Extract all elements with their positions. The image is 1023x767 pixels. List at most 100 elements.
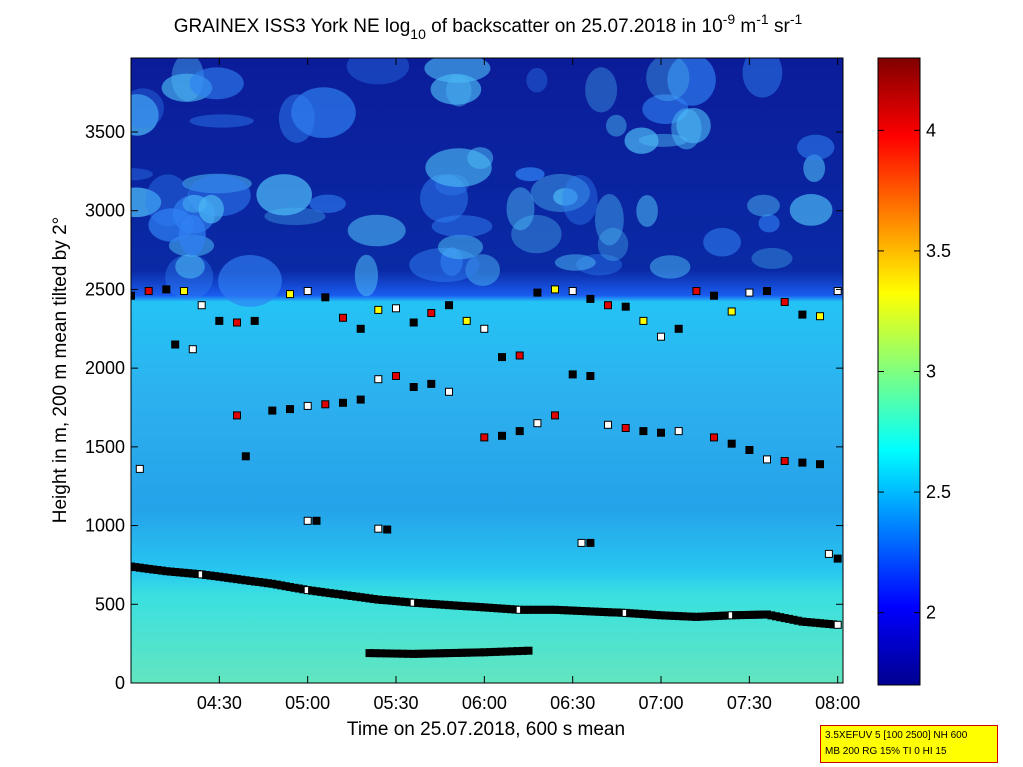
data-point bbox=[586, 538, 595, 547]
data-point bbox=[233, 318, 241, 327]
colorbar-tick-label: 2 bbox=[926, 603, 936, 623]
cloud-patch bbox=[667, 58, 716, 106]
data-point bbox=[524, 646, 533, 655]
colorbar-ticks: 2 2.5 3 3.5 4 bbox=[878, 120, 951, 623]
cloud-patch bbox=[198, 194, 224, 224]
cloud-patch bbox=[747, 194, 780, 217]
data-point bbox=[480, 324, 489, 333]
data-point bbox=[621, 424, 630, 432]
y-tick-label: 1500 bbox=[85, 437, 125, 457]
cloud-patch bbox=[175, 254, 205, 279]
data-point bbox=[604, 301, 612, 310]
cloud-patch bbox=[758, 214, 780, 233]
settings-box: 3.5XEFUV 5 [100 2500] NH 600 MB 200 RG 1… bbox=[820, 725, 998, 763]
cloud-patch bbox=[636, 195, 658, 227]
data-point bbox=[816, 460, 824, 469]
colorbar-tick-label: 3.5 bbox=[926, 241, 951, 261]
y-tick-label: 2000 bbox=[85, 358, 125, 378]
cloud-patch bbox=[606, 114, 627, 137]
data-point bbox=[657, 428, 665, 437]
cloud-patch bbox=[309, 194, 346, 213]
cloud-patch bbox=[347, 214, 406, 247]
cloud-patch bbox=[553, 188, 578, 206]
colorbar-tick-label: 2.5 bbox=[926, 482, 951, 502]
data-point bbox=[745, 288, 754, 297]
data-point bbox=[727, 307, 736, 316]
series-low-layer bbox=[365, 646, 533, 658]
y-tick-label: 0 bbox=[115, 673, 125, 693]
data-point bbox=[727, 439, 736, 448]
series-mid-layer bbox=[171, 340, 824, 469]
data-point bbox=[780, 457, 789, 465]
cloud-patch bbox=[189, 114, 254, 128]
data-point bbox=[621, 302, 630, 311]
data-point bbox=[268, 406, 277, 415]
upper-cloud-patches bbox=[131, 58, 835, 307]
cloud-patch bbox=[189, 67, 244, 100]
data-point bbox=[710, 291, 718, 300]
cloud-patch bbox=[742, 58, 783, 98]
cloud-patch bbox=[256, 174, 313, 216]
cloud-patch bbox=[803, 154, 826, 182]
cloud-patch bbox=[264, 207, 326, 225]
cloud-patch bbox=[597, 227, 629, 261]
x-tick-label: 07:00 bbox=[639, 693, 684, 713]
data-point bbox=[763, 287, 771, 295]
data-point bbox=[515, 427, 524, 436]
data-point bbox=[131, 291, 135, 300]
cloud-patch bbox=[131, 168, 153, 181]
cloud-patch bbox=[446, 74, 472, 107]
data-point bbox=[551, 411, 559, 420]
series-scattered-low bbox=[135, 452, 842, 563]
colorbar-tick-label: 4 bbox=[926, 120, 936, 140]
data-point bbox=[692, 287, 701, 295]
cloud-patch bbox=[354, 254, 378, 297]
x-tick-label: 06:00 bbox=[462, 693, 507, 713]
y-tick-label: 500 bbox=[95, 594, 125, 614]
data-point bbox=[833, 620, 842, 629]
data-point bbox=[303, 401, 312, 410]
data-point bbox=[303, 287, 312, 295]
series-boundary-layer-top bbox=[131, 562, 842, 629]
data-point bbox=[833, 554, 842, 563]
data-point bbox=[250, 316, 259, 325]
y-axis: 0 500 1000 1500 2000 2500 3000 3500 bbox=[85, 122, 843, 693]
y-tick-label: 1000 bbox=[85, 516, 125, 536]
data-point bbox=[374, 305, 383, 314]
data-point bbox=[674, 427, 683, 436]
settings-line-2: MB 200 RG 15% TI 0 HI 15 bbox=[825, 746, 947, 757]
x-axis: 04:30 05:00 05:30 06:00 06:30 07:00 07:30 08:00 bbox=[197, 58, 860, 713]
x-axis-title: Time on 25.07.2018, 600 s mean bbox=[347, 719, 625, 740]
data-point bbox=[180, 287, 188, 295]
x-tick-label: 05:30 bbox=[373, 693, 418, 713]
cloud-patch bbox=[511, 214, 562, 254]
data-point bbox=[551, 285, 559, 294]
cloud-patch bbox=[148, 208, 195, 242]
data-point bbox=[162, 285, 171, 294]
cloud-patch bbox=[595, 194, 624, 246]
cloud-patch bbox=[346, 58, 410, 85]
data-point bbox=[374, 375, 383, 384]
cloud-patch bbox=[526, 68, 548, 93]
data-point bbox=[233, 411, 241, 420]
data-point bbox=[321, 293, 330, 302]
data-point bbox=[533, 419, 542, 428]
data-point bbox=[303, 516, 312, 525]
data-point bbox=[188, 345, 197, 354]
cloud-patch bbox=[789, 194, 833, 226]
data-point bbox=[710, 433, 718, 442]
data-point bbox=[586, 294, 595, 303]
data-point bbox=[498, 431, 506, 440]
data-point bbox=[241, 452, 250, 461]
data-point bbox=[339, 398, 347, 407]
y-tick-label: 3500 bbox=[85, 122, 125, 142]
data-point bbox=[427, 379, 436, 388]
data-point bbox=[135, 464, 144, 473]
data-point bbox=[356, 324, 365, 333]
data-point bbox=[604, 420, 612, 429]
data-point bbox=[409, 383, 418, 391]
data-point bbox=[657, 332, 665, 341]
cloud-patch bbox=[131, 187, 162, 218]
data-point bbox=[171, 340, 180, 349]
series-cloud-top-layer bbox=[131, 285, 842, 362]
